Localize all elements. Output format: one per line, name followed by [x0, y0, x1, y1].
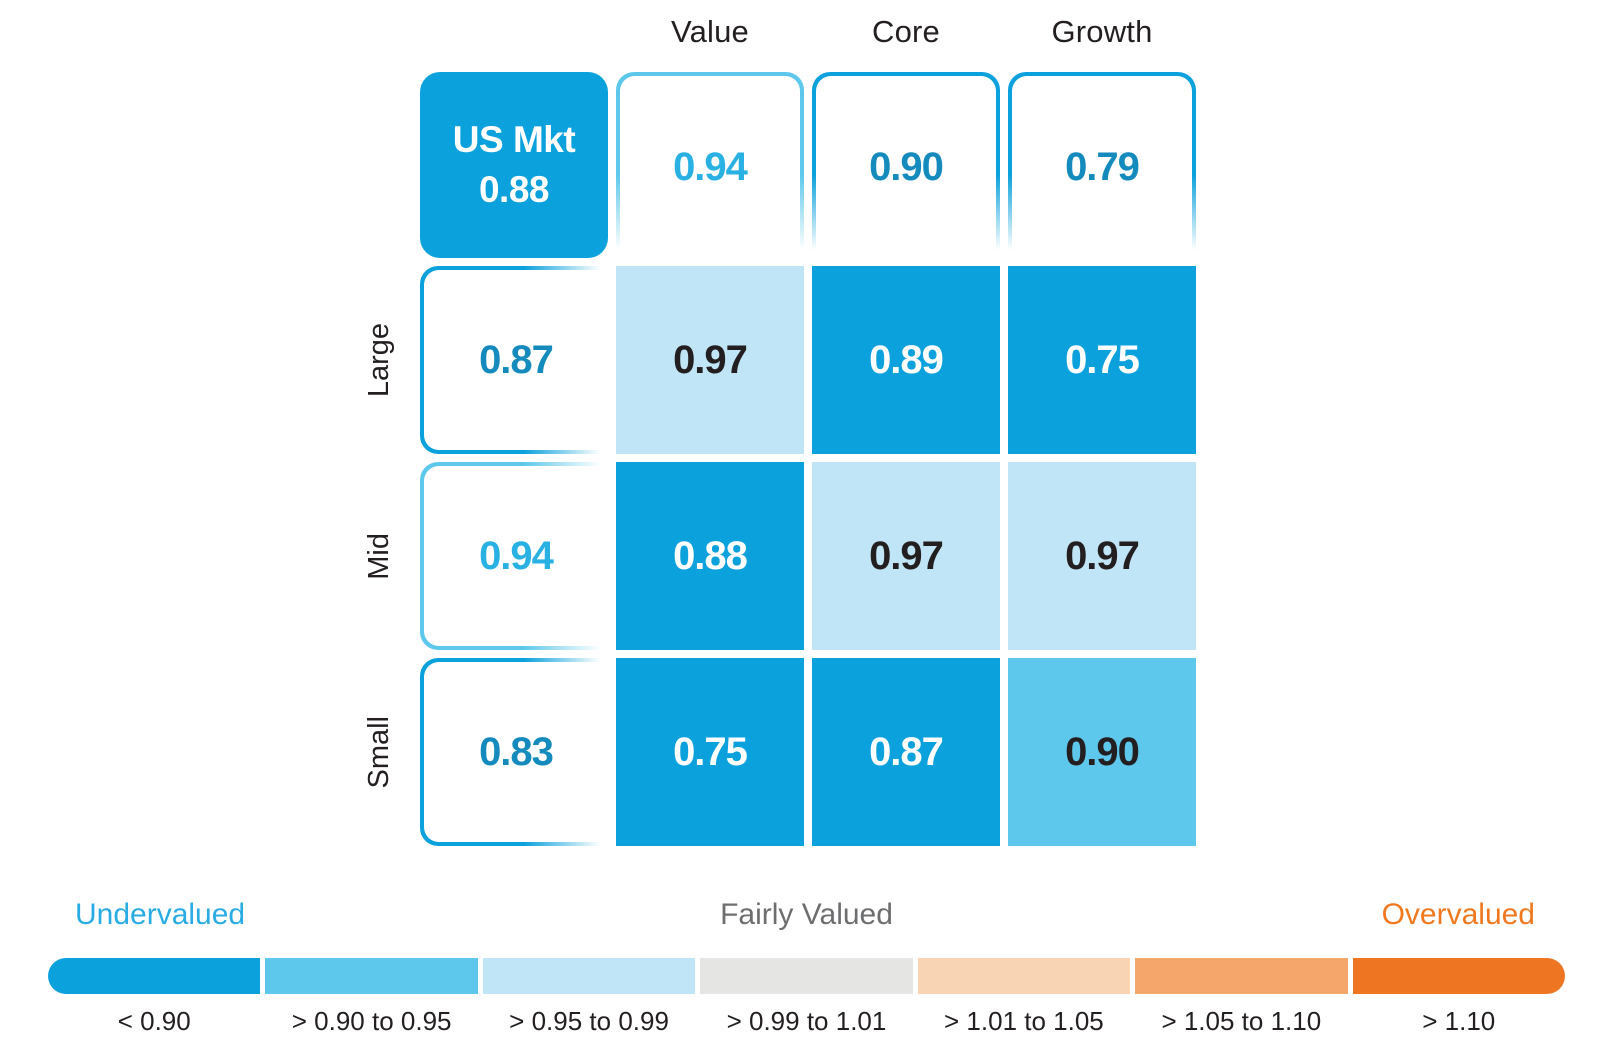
column-total-cell: 0.94 [616, 72, 804, 258]
matrix-cell: 0.97 [1008, 462, 1196, 650]
matrix-cell: 0.97 [616, 266, 804, 454]
column-header-value: Value [671, 14, 749, 49]
row-labels: Large Mid Small [350, 266, 408, 846]
valuation-legend: Undervalued Fairly Valued Overvalued < 0… [48, 898, 1565, 1037]
legend-undervalued-label: Undervalued [75, 898, 246, 931]
us-market-value: 0.88 [478, 169, 550, 210]
legend-range-label: > 0.95 to 0.99 [509, 1006, 669, 1036]
matrix-cell: 0.89 [812, 266, 1000, 454]
row-label-small: Small [350, 658, 408, 846]
matrix-cell: 0.75 [616, 658, 804, 846]
row-total-value: 0.87 [479, 337, 554, 382]
legend-segment [48, 958, 261, 994]
us-market-label: US Mkt [452, 119, 576, 161]
us-market-cell: US Mkt 0.88 [420, 72, 608, 258]
legend-segment [482, 958, 696, 994]
row-total-cell: 0.94 [420, 462, 608, 650]
matrix-cell-value: 0.88 [673, 533, 748, 578]
legend-overvalued-label: Overvalued [1381, 898, 1535, 931]
column-total-cell: 0.79 [1008, 72, 1196, 258]
matrix-cell-value: 0.97 [673, 337, 748, 382]
row-label-text: Mid [362, 532, 395, 580]
legend-segment [917, 958, 1131, 994]
legend-fairly-valued-label: Fairly Valued [720, 898, 893, 931]
row-label-text: Small [362, 715, 395, 789]
matrix-cell-value: 0.89 [869, 337, 944, 382]
legend-range-label: > 1.01 to 1.05 [944, 1006, 1104, 1036]
matrix-cell: 0.97 [812, 462, 1000, 650]
legend-range-label: > 1.05 to 1.10 [1161, 1006, 1322, 1036]
row-label-mid: Mid [350, 462, 408, 650]
matrix-cell: 0.87 [812, 658, 1000, 846]
matrix-cell: 0.90 [1008, 658, 1196, 846]
legend-titles: Undervalued Fairly Valued Overvalued [48, 898, 1565, 936]
matrix-cell-value: 0.75 [1065, 337, 1140, 382]
legend-range-label: > 0.99 to 1.01 [726, 1006, 887, 1036]
row-label-large: Large [350, 266, 408, 454]
row-total-cell: 0.87 [420, 266, 608, 454]
column-total-value: 0.79 [1065, 144, 1140, 189]
row-total-inner: 0.83 [424, 662, 608, 842]
row-total-cell: 0.83 [420, 658, 608, 846]
column-total-inner: 0.94 [620, 76, 800, 258]
valuation-matrix: US Mkt 0.88 Value Core Growth 0.94 0.90 0.79 0… [420, 0, 1196, 846]
legend-segment [1352, 958, 1565, 994]
legend-range-label: > 1.10 [1422, 1006, 1496, 1036]
row-total-inner: 0.87 [424, 270, 608, 450]
column-total-inner: 0.79 [1012, 76, 1192, 258]
legend-segment [265, 958, 478, 994]
row-total-value: 0.94 [479, 533, 554, 578]
column-header-core: Core [872, 14, 940, 49]
row-total-inner: 0.94 [424, 466, 608, 646]
column-total-inner: 0.90 [816, 76, 996, 258]
matrix-cell-value: 0.90 [1065, 729, 1140, 774]
row-total-value: 0.83 [479, 729, 554, 774]
legend-range-labels: < 0.90 > 0.90 to 0.95 > 0.95 to 0.99 > 0.99… [48, 1006, 1565, 1037]
matrix-cell: 0.88 [616, 462, 804, 650]
legend-range-label: < 0.90 [117, 1006, 191, 1036]
matrix-cell-value: 0.75 [673, 729, 748, 774]
legend-segment [1135, 958, 1348, 994]
legend-range-label: > 0.90 to 0.95 [291, 1006, 452, 1036]
row-label-text: Large [362, 322, 395, 398]
matrix-cell-value: 0.97 [1065, 533, 1140, 578]
column-total-value: 0.90 [869, 144, 944, 189]
legend-segment [700, 958, 913, 994]
column-header-growth: Growth [1051, 14, 1153, 49]
matrix-cell-value: 0.87 [869, 729, 944, 774]
column-total-value: 0.94 [673, 144, 748, 189]
legend-color-bar [48, 958, 1565, 994]
matrix-cell-value: 0.97 [869, 533, 944, 578]
matrix-cell: 0.75 [1008, 266, 1196, 454]
column-total-cell: 0.90 [812, 72, 1000, 258]
